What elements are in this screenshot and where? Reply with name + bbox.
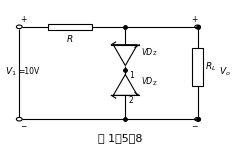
Text: +: + xyxy=(191,15,197,24)
Text: −: − xyxy=(20,122,26,131)
Text: Z: Z xyxy=(153,51,156,56)
Text: =10V: =10V xyxy=(18,67,39,76)
Text: VD: VD xyxy=(141,77,152,86)
Text: Z: Z xyxy=(153,81,156,86)
FancyBboxPatch shape xyxy=(192,48,203,86)
Text: 1: 1 xyxy=(129,71,134,80)
Text: 2: 2 xyxy=(129,96,134,105)
Text: VD: VD xyxy=(141,48,152,57)
FancyBboxPatch shape xyxy=(48,24,92,30)
Text: $R_L$: $R_L$ xyxy=(205,61,217,73)
Text: 图 1．5．8: 图 1．5．8 xyxy=(98,133,143,143)
Text: $V_1$: $V_1$ xyxy=(5,65,16,78)
Text: −: − xyxy=(191,122,197,131)
Text: +: + xyxy=(20,15,26,24)
Text: R: R xyxy=(67,35,73,44)
Text: $V_o$: $V_o$ xyxy=(219,65,231,78)
